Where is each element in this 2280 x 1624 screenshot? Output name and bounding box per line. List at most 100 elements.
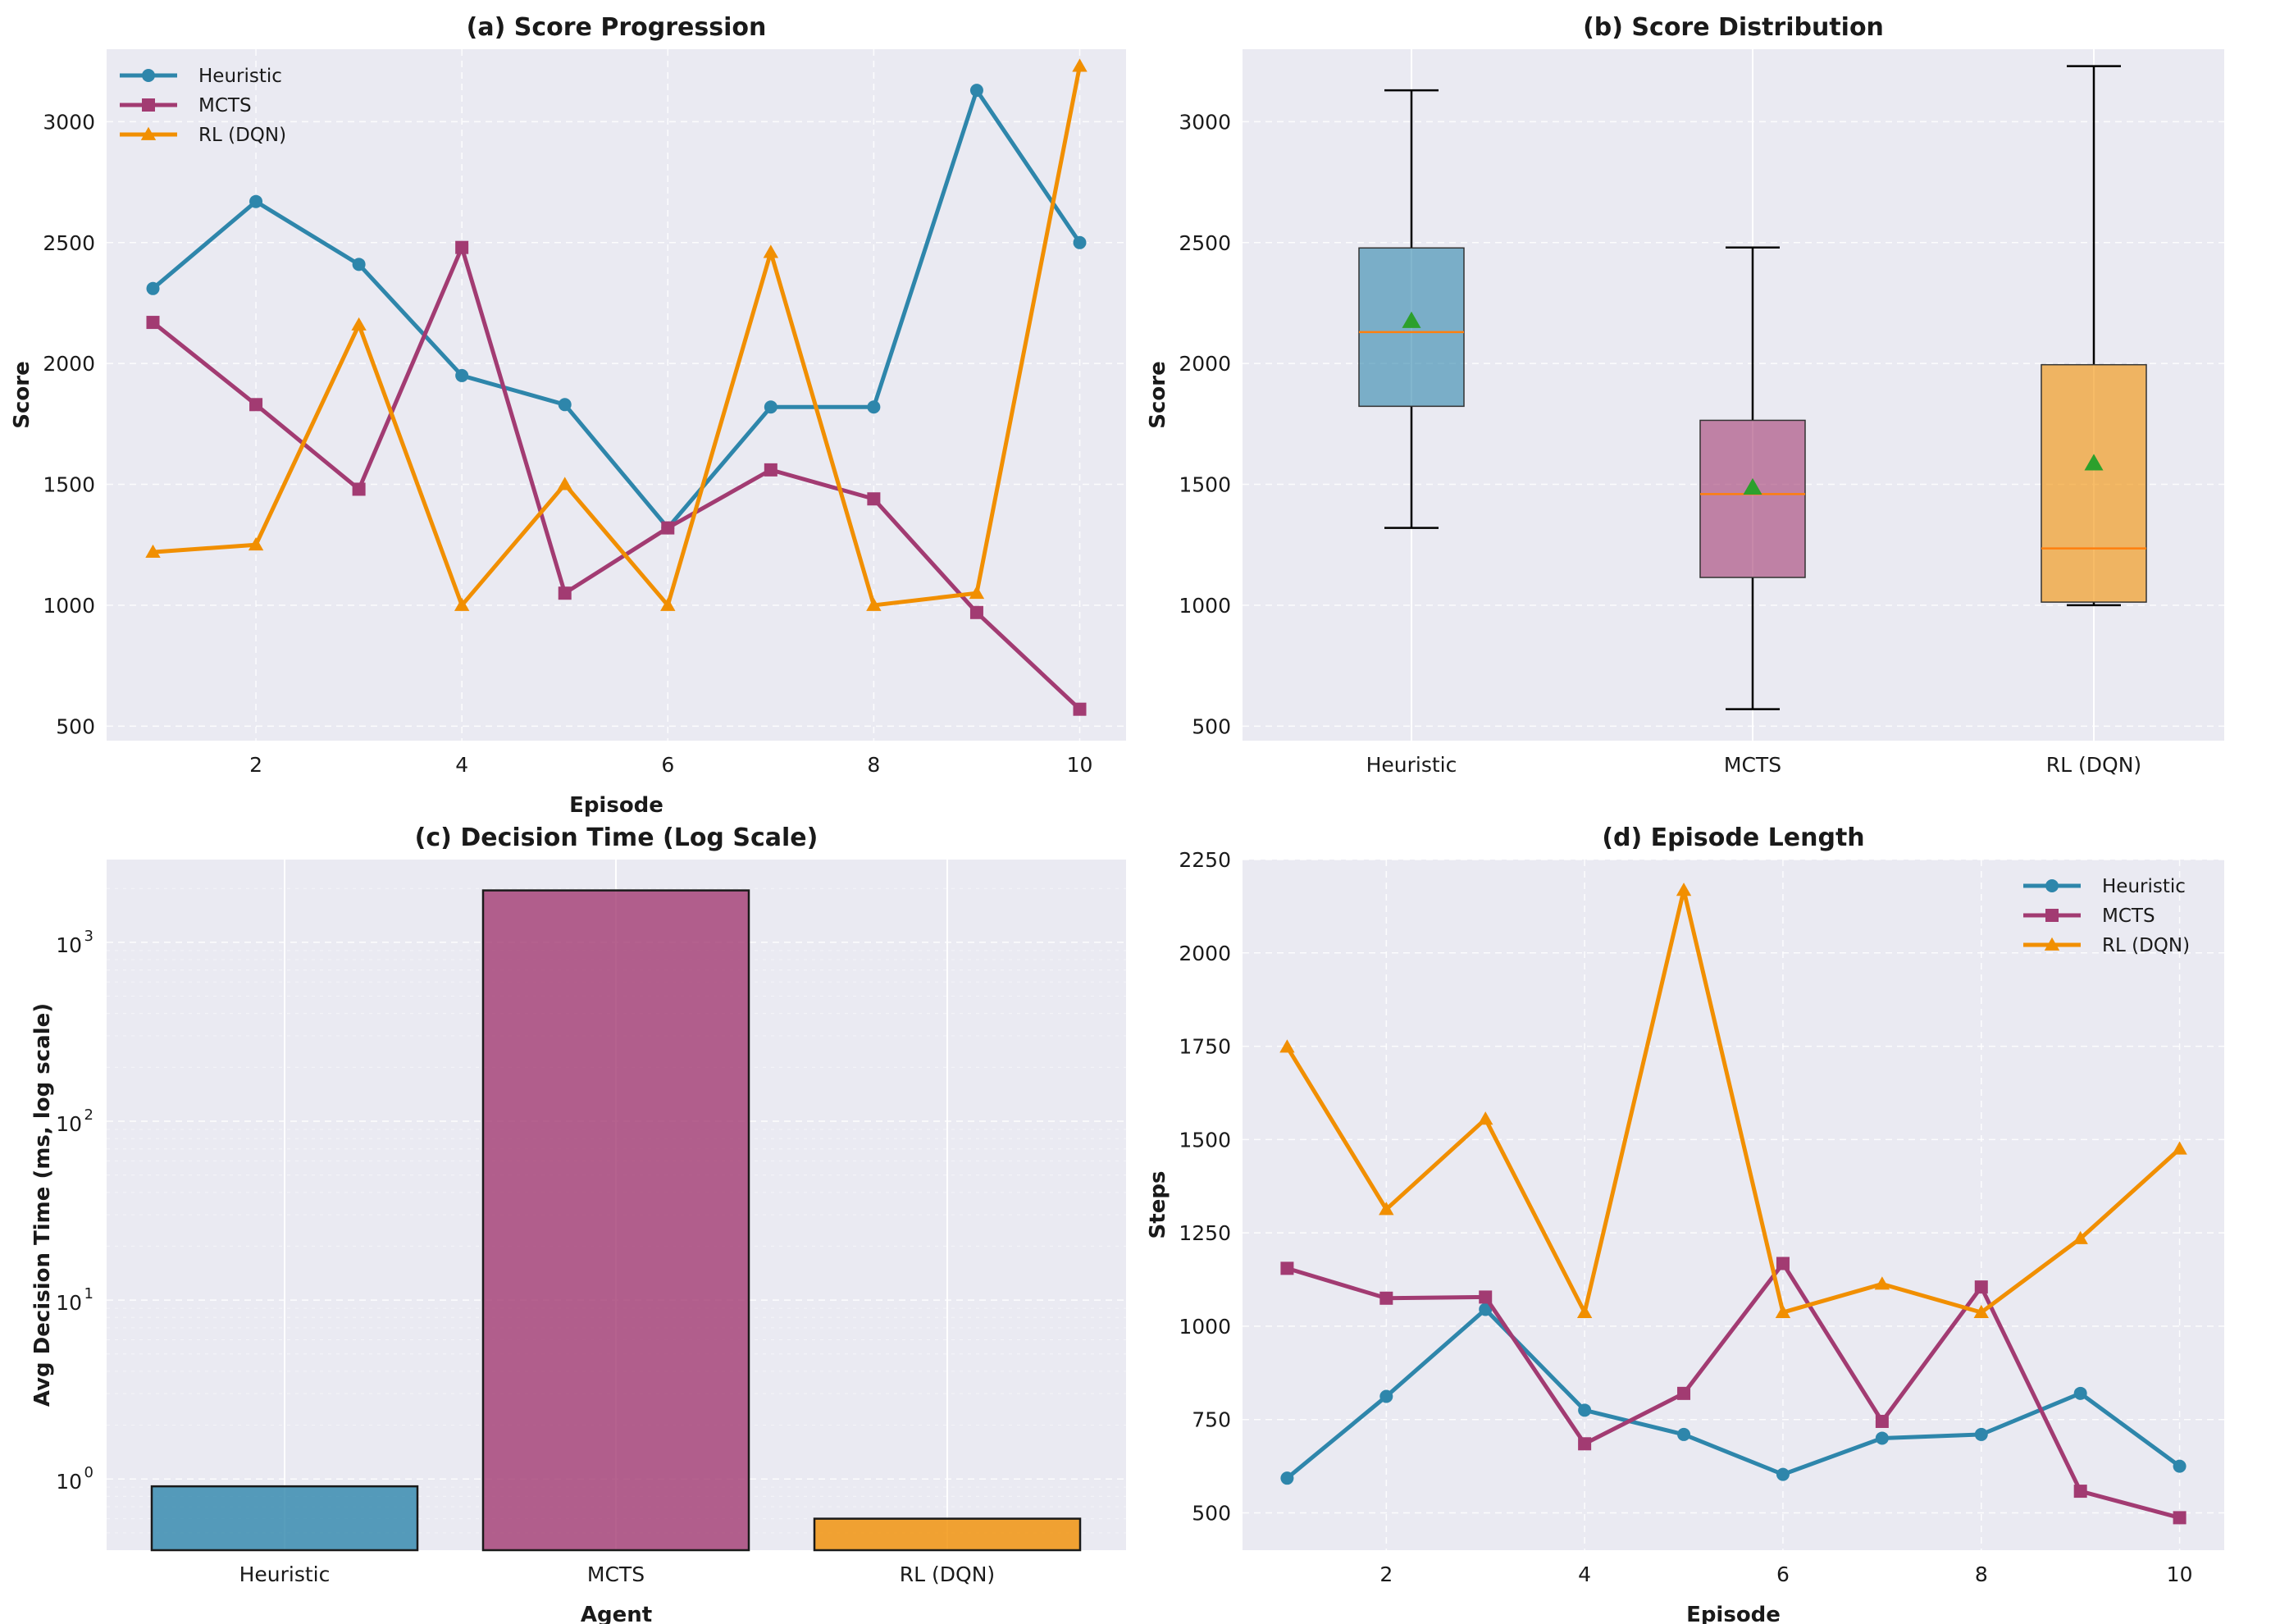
box-mcts bbox=[1699, 419, 1806, 578]
point-rl bbox=[2073, 1230, 2088, 1244]
x-tick-label: RL (DQN) bbox=[2046, 753, 2141, 777]
point-mcts bbox=[1677, 1386, 1691, 1400]
series-line-mcts bbox=[1286, 1261, 2181, 1520]
point-rl bbox=[763, 244, 779, 258]
y-tick-exponent: 3 bbox=[84, 928, 93, 945]
point-rl bbox=[1973, 1304, 1989, 1318]
y-tick-label: 10 bbox=[56, 1470, 82, 1494]
point-heuristic bbox=[1578, 1403, 1592, 1417]
y-tick-exponent: 2 bbox=[84, 1106, 93, 1124]
x-tick-label: MCTS bbox=[1724, 753, 1781, 777]
legend-label: Heuristic bbox=[2102, 876, 2186, 897]
point-rl bbox=[866, 597, 882, 611]
point-heuristic bbox=[1280, 1471, 1294, 1485]
point-rl bbox=[1576, 1304, 1593, 1318]
point-mcts bbox=[1280, 1261, 1294, 1275]
point-heuristic bbox=[2073, 1386, 2087, 1400]
box-rl bbox=[2041, 363, 2147, 603]
point-mcts bbox=[1073, 702, 1087, 716]
point-mcts bbox=[1875, 1414, 1889, 1428]
point-rl bbox=[1072, 58, 1088, 72]
mean-marker bbox=[2084, 454, 2104, 471]
y-tick-label: 2500 bbox=[1179, 231, 1231, 255]
panel-b: (b) Score Distribution Score 500 1000 1500 20… bbox=[1146, 13, 2224, 777]
y-tick-label: 1500 bbox=[43, 473, 95, 497]
x-tick-label: 8 bbox=[1975, 1562, 1988, 1586]
x-axis-label: Episode bbox=[569, 793, 663, 818]
point-rl bbox=[1775, 1304, 1791, 1318]
point-mcts bbox=[764, 463, 777, 477]
point-heuristic bbox=[764, 400, 777, 414]
x-tick-label: 10 bbox=[2167, 1562, 2193, 1586]
y-tick-label: 1250 bbox=[1179, 1221, 1231, 1245]
point-rl bbox=[969, 585, 985, 600]
plot-area bbox=[1243, 860, 2224, 1550]
point-heuristic bbox=[867, 400, 881, 414]
x-tick-label: 4 bbox=[1578, 1562, 1591, 1586]
point-heuristic bbox=[558, 398, 572, 412]
y-tick-label: 2000 bbox=[1179, 942, 1231, 965]
x-tick-label: 6 bbox=[661, 753, 674, 777]
point-mcts bbox=[1974, 1280, 1988, 1294]
point-rl bbox=[2172, 1141, 2187, 1155]
y-tick-label: 3000 bbox=[1179, 110, 1231, 134]
point-mcts bbox=[2073, 1485, 2087, 1499]
y-tick-label: 1000 bbox=[1179, 1315, 1231, 1339]
legend-label: MCTS bbox=[198, 95, 252, 116]
chart-title: (a) Score Progression bbox=[467, 13, 767, 42]
point-rl bbox=[1874, 1276, 1890, 1290]
y-tick-label: 500 bbox=[1192, 714, 1231, 738]
legend-marker-rl bbox=[2044, 937, 2060, 951]
point-rl bbox=[660, 597, 676, 611]
x-tick-label: 10 bbox=[1067, 753, 1093, 777]
point-mcts bbox=[249, 398, 263, 412]
y-tick-label: 10 bbox=[56, 933, 82, 957]
point-heuristic bbox=[1677, 1427, 1691, 1441]
panel-d: (d) Episode Length Episode Steps 2 4 6 8 10 500 7… bbox=[1146, 823, 2224, 1624]
point-heuristic bbox=[1776, 1467, 1790, 1481]
y-tick-label: 1500 bbox=[1179, 473, 1231, 497]
y-axis-label: Score bbox=[10, 361, 34, 428]
y-tick-label: 1000 bbox=[43, 594, 95, 618]
point-rl bbox=[1478, 1111, 1493, 1125]
series-line-heuristic bbox=[1285, 1307, 2182, 1480]
x-tick-label: 8 bbox=[867, 753, 880, 777]
legend-marker-heuristic bbox=[142, 69, 155, 82]
x-tick-label: 4 bbox=[455, 753, 468, 777]
legend: Heuristic MCTS RL (DQN) bbox=[2023, 876, 2190, 956]
point-heuristic bbox=[1974, 1427, 1988, 1441]
series-line-heuristic bbox=[151, 88, 1082, 531]
x-tick-label: Heuristic bbox=[1366, 753, 1457, 777]
x-tick-label: RL (DQN) bbox=[900, 1562, 995, 1586]
legend-marker-mcts bbox=[142, 98, 155, 112]
point-rl bbox=[1279, 1039, 1295, 1053]
point-rl bbox=[1379, 1202, 1394, 1216]
y-tick-label: 1000 bbox=[1179, 594, 1231, 618]
series-line-rl bbox=[1285, 887, 2182, 1315]
point-mcts bbox=[455, 240, 469, 254]
point-mcts bbox=[1479, 1290, 1493, 1304]
point-mcts bbox=[1379, 1291, 1393, 1305]
legend-marker-rl bbox=[140, 126, 157, 140]
y-tick-label: 10 bbox=[56, 1291, 82, 1315]
legend-marker-mcts bbox=[2045, 909, 2059, 922]
bar-mcts bbox=[481, 889, 750, 1552]
mean-marker bbox=[1743, 477, 1762, 495]
point-heuristic bbox=[969, 84, 983, 98]
point-mcts bbox=[2173, 1511, 2187, 1525]
point-rl bbox=[454, 597, 470, 611]
point-mcts bbox=[661, 521, 675, 535]
y-tick-label: 750 bbox=[1192, 1408, 1231, 1432]
y-tick-label: 1750 bbox=[1179, 1035, 1231, 1059]
legend-label: RL (DQN) bbox=[2102, 935, 2190, 956]
bar-rl bbox=[813, 1517, 1082, 1552]
point-mcts bbox=[1578, 1437, 1592, 1451]
x-tick-label: 6 bbox=[1776, 1562, 1790, 1586]
x-axis-label: Episode bbox=[1686, 1603, 1781, 1624]
y-tick-label: 10 bbox=[56, 1112, 82, 1136]
chart-title: (c) Decision Time (Log Scale) bbox=[415, 823, 819, 852]
point-heuristic bbox=[249, 194, 263, 208]
point-rl bbox=[248, 537, 264, 551]
series-line-rl bbox=[153, 66, 1082, 608]
point-rl bbox=[557, 477, 572, 490]
